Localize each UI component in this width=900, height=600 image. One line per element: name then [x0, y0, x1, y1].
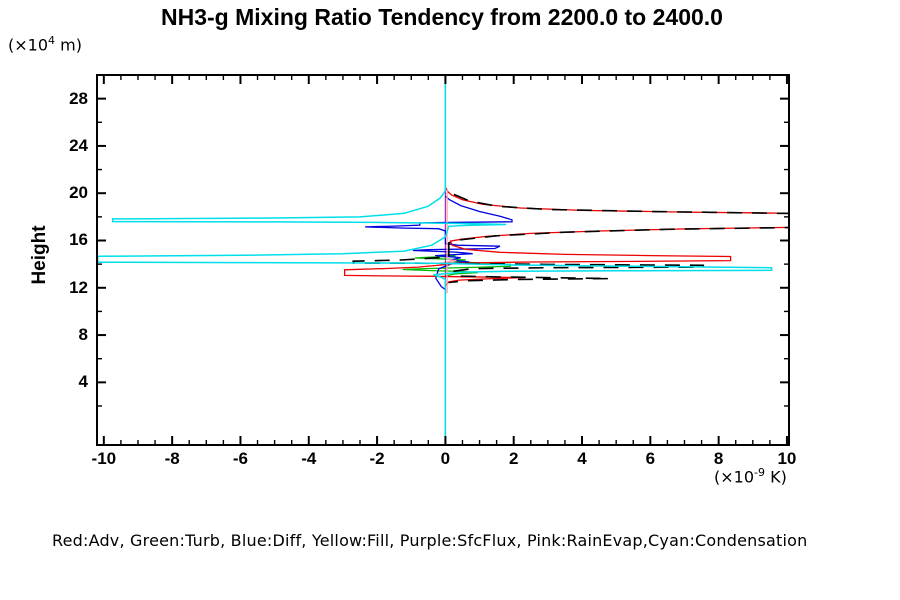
plot-border: [96, 74, 790, 446]
x-tick-label: -2: [369, 449, 385, 468]
x-tick-label: 6: [645, 449, 656, 468]
series-condensation: [97, 75, 773, 445]
x-tick-label: -8: [164, 449, 180, 468]
series-diff: [365, 195, 513, 291]
y-tick-label: 24: [69, 135, 88, 155]
x-tick-label: 8: [713, 449, 724, 468]
x-tick-label: 4: [577, 449, 587, 468]
y-axis-unit-label: (×104 m): [8, 34, 82, 55]
y-tick-label: 4: [78, 372, 88, 392]
legend-text: Red:Adv, Green:Turb, Blue:Diff, Yellow:F…: [52, 531, 808, 550]
x-tick-label: 2: [508, 449, 519, 468]
y-tick-label: 12: [69, 277, 88, 297]
x-axis-unit-label: (×10-9 K): [714, 466, 787, 487]
x-tick-label: 0: [440, 449, 451, 468]
x-tick-label: -4: [301, 449, 317, 468]
chart-title: NH3-g Mixing Ratio Tendency from 2200.0 …: [161, 4, 723, 30]
y-tick-label: 16: [69, 230, 88, 250]
x-tick-label: 10: [777, 449, 797, 468]
series-rainevap: [446, 189, 457, 294]
y-tick-label: 8: [78, 325, 88, 345]
x-tick-label: -10: [91, 449, 117, 468]
y-tick-label: 28: [69, 88, 88, 108]
x-tick-label: -6: [232, 449, 249, 468]
y-tick-label: 20: [69, 183, 88, 203]
